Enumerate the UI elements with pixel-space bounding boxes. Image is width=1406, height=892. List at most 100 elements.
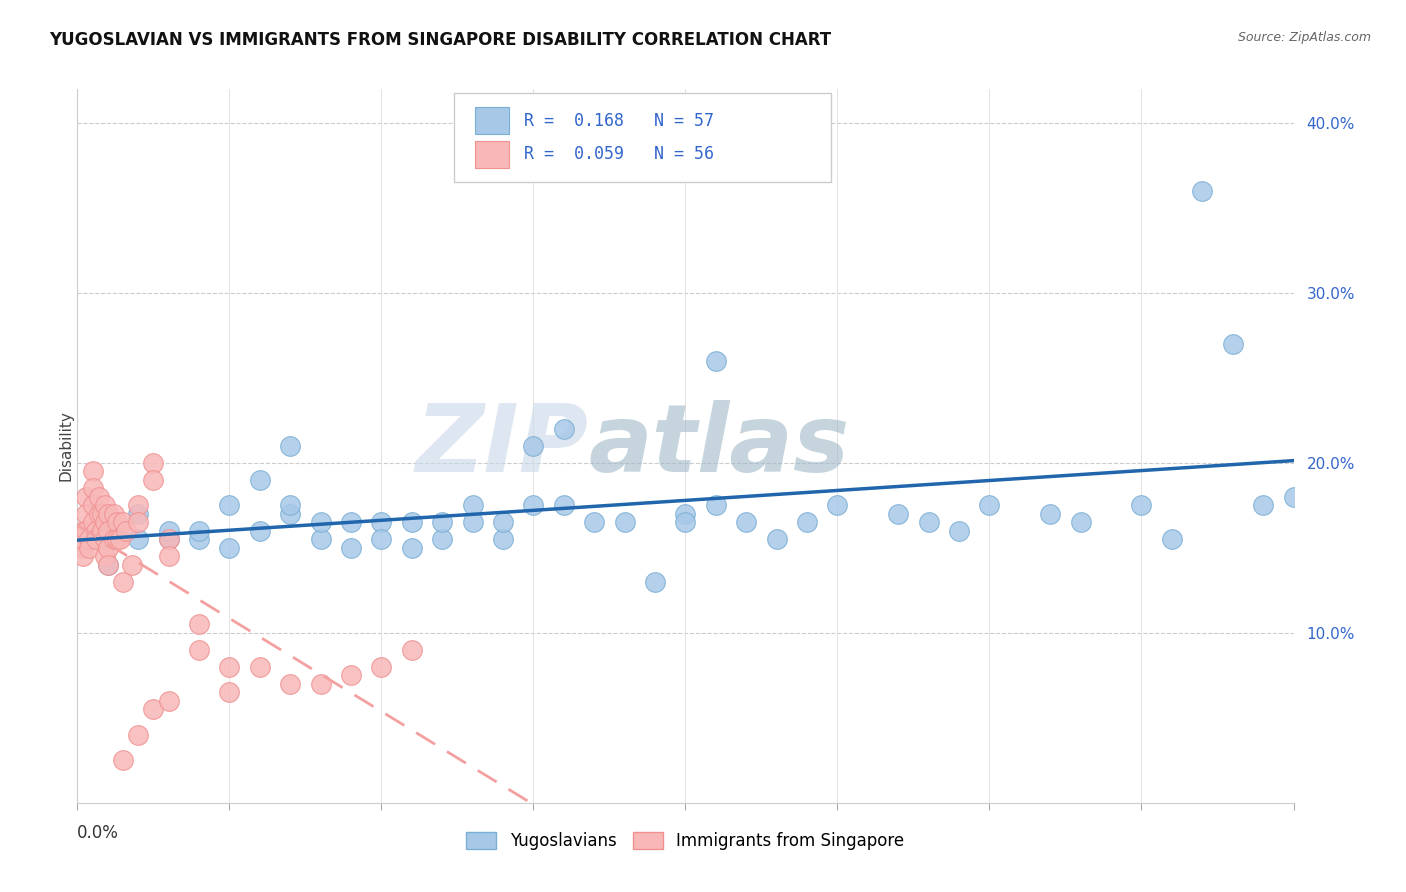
- Point: [340, 516, 363, 530]
- Point: [72, 541, 94, 555]
- Point: [218, 685, 240, 699]
- Point: [1070, 516, 1092, 530]
- Point: [827, 499, 849, 513]
- Y-axis label: Disability: Disability: [59, 410, 73, 482]
- Point: [93, 533, 115, 547]
- Point: [887, 507, 910, 521]
- Point: [218, 499, 240, 513]
- Text: R =  0.168   N = 57: R = 0.168 N = 57: [523, 112, 714, 129]
- Point: [765, 533, 787, 547]
- Point: [79, 541, 101, 555]
- Point: [704, 354, 727, 368]
- Point: [370, 660, 392, 674]
- Point: [249, 524, 271, 538]
- Point: [522, 499, 544, 513]
- Point: [157, 549, 180, 564]
- Point: [142, 456, 165, 470]
- Point: [82, 482, 104, 496]
- Point: [127, 499, 149, 513]
- Point: [613, 516, 636, 530]
- Point: [1251, 499, 1274, 513]
- Point: [127, 516, 149, 530]
- FancyBboxPatch shape: [475, 141, 509, 168]
- Legend: Yugoslavians, Immigrants from Singapore: Yugoslavians, Immigrants from Singapore: [458, 824, 912, 859]
- Point: [340, 541, 363, 555]
- Point: [82, 533, 104, 547]
- Point: [249, 660, 271, 674]
- Point: [309, 677, 332, 691]
- Point: [111, 753, 134, 767]
- Point: [401, 643, 423, 657]
- Point: [278, 507, 301, 521]
- Point: [583, 516, 606, 530]
- Point: [644, 574, 666, 589]
- Point: [188, 643, 211, 657]
- Point: [121, 558, 143, 572]
- Point: [796, 516, 818, 530]
- Point: [188, 533, 211, 547]
- Point: [218, 541, 240, 555]
- Point: [111, 516, 134, 530]
- Point: [188, 617, 211, 632]
- FancyBboxPatch shape: [475, 107, 509, 134]
- Point: [1130, 499, 1153, 513]
- Point: [1039, 507, 1062, 521]
- Point: [72, 524, 94, 538]
- Point: [918, 516, 941, 530]
- Point: [1282, 490, 1305, 504]
- Point: [675, 507, 697, 521]
- Point: [115, 524, 138, 538]
- Point: [553, 422, 575, 436]
- Point: [430, 516, 453, 530]
- Point: [157, 524, 180, 538]
- Text: atlas: atlas: [588, 400, 849, 492]
- Point: [87, 507, 110, 521]
- Point: [79, 533, 101, 547]
- Point: [157, 533, 180, 547]
- Point: [157, 533, 180, 547]
- Point: [97, 558, 120, 572]
- Point: [492, 533, 515, 547]
- Point: [979, 499, 1001, 513]
- Point: [108, 533, 131, 547]
- Point: [72, 549, 94, 564]
- Text: ZIP: ZIP: [415, 400, 588, 492]
- Point: [105, 516, 128, 530]
- Point: [188, 524, 211, 538]
- Point: [103, 507, 125, 521]
- Text: YUGOSLAVIAN VS IMMIGRANTS FROM SINGAPORE DISABILITY CORRELATION CHART: YUGOSLAVIAN VS IMMIGRANTS FROM SINGAPORE…: [49, 31, 831, 49]
- Point: [82, 499, 104, 513]
- Point: [401, 541, 423, 555]
- Point: [370, 516, 392, 530]
- Point: [97, 558, 120, 572]
- Point: [157, 694, 180, 708]
- Point: [461, 516, 484, 530]
- Point: [309, 533, 332, 547]
- Point: [72, 533, 94, 547]
- Point: [82, 465, 104, 479]
- Point: [75, 507, 97, 521]
- Point: [492, 516, 515, 530]
- Point: [97, 507, 120, 521]
- Point: [111, 574, 134, 589]
- Point: [127, 728, 149, 742]
- Point: [75, 490, 97, 504]
- Point: [90, 524, 112, 538]
- Point: [309, 516, 332, 530]
- Point: [1161, 533, 1184, 547]
- Point: [401, 516, 423, 530]
- Point: [84, 533, 107, 547]
- Point: [127, 533, 149, 547]
- Point: [142, 473, 165, 487]
- Point: [340, 668, 363, 682]
- Point: [675, 516, 697, 530]
- Point: [553, 499, 575, 513]
- FancyBboxPatch shape: [454, 93, 831, 182]
- Point: [82, 516, 104, 530]
- Point: [1222, 337, 1244, 351]
- Point: [735, 516, 758, 530]
- Point: [278, 499, 301, 513]
- Point: [430, 533, 453, 547]
- Point: [84, 524, 107, 538]
- Point: [370, 533, 392, 547]
